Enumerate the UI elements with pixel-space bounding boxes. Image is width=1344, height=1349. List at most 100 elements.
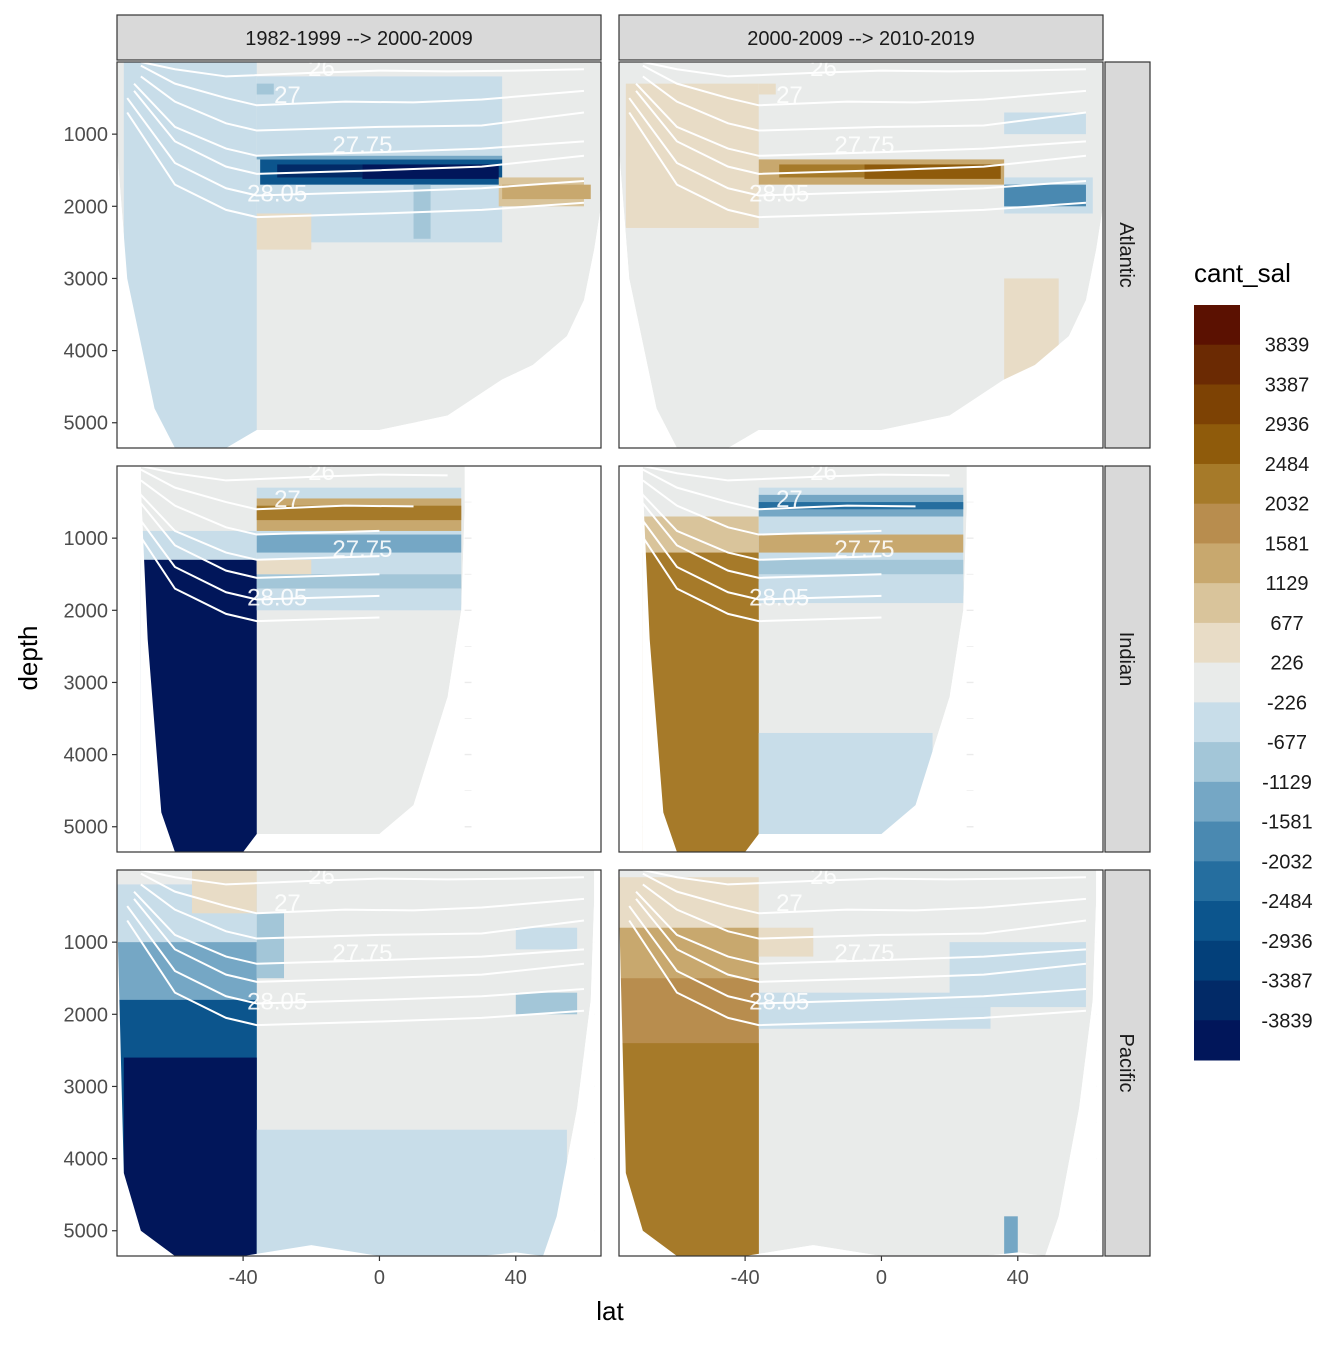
isopycnal-label: 27.75 [834, 536, 894, 563]
isopycnals: 26 27 27.75 28.05 [628, 863, 1087, 1027]
isopycnal-line [133, 494, 380, 579]
panel-pacific-1: 26 27 27.75 28.05 [116, 869, 602, 1257]
legend-swatch [1194, 662, 1240, 703]
isopycnal-label: 26 [810, 863, 837, 890]
isopycnal-label: 28.05 [247, 988, 307, 1015]
isopycnal-line [635, 486, 882, 561]
isopycnal-line [126, 905, 585, 1005]
column-strip-label: 2000-2009 --> 2010-2019 [747, 28, 974, 50]
cant-band [277, 164, 363, 178]
isopycnal-line [140, 75, 585, 132]
panel-pacific-2: 26 27 27.75 28.05 [618, 863, 1104, 1257]
row-strip-label: Indian [1115, 632, 1137, 687]
y-tick-label: 4000 [64, 745, 109, 767]
isopycnal-line [140, 64, 585, 107]
column-strip [116, 14, 602, 61]
isopycnal-line [635, 494, 882, 579]
x-axis-title: lat [596, 1296, 624, 1326]
cant-band [758, 559, 964, 575]
x-tick-label: 40 [1007, 1267, 1029, 1289]
legend-swatch [1194, 742, 1240, 783]
isopycnal-label: 27.75 [332, 536, 392, 563]
isopycnal-line [140, 870, 584, 886]
legend-label: -1129 [1262, 772, 1312, 794]
isopycnal-line [628, 905, 1087, 1005]
row-strip-label: Pacific [1115, 1034, 1137, 1093]
cant-band [256, 913, 285, 979]
legend-label: 677 [1270, 613, 1303, 635]
land-mask [117, 466, 141, 852]
cant-band [256, 213, 312, 250]
seafloor-mask [140, 487, 465, 852]
isopycnal-line [628, 515, 882, 623]
cant-band [779, 164, 865, 178]
land-mask [619, 466, 643, 852]
legend-label: 2032 [1265, 494, 1310, 516]
legend-swatch [1194, 583, 1240, 624]
isopycnal-line [642, 62, 1086, 78]
legend-label: 2936 [1265, 414, 1310, 436]
x-tick-label: 0 [374, 1267, 385, 1289]
isopycnal-line [642, 468, 916, 511]
field [117, 466, 601, 852]
legend-swatch [1194, 781, 1240, 823]
y-tick-label: 4000 [64, 1149, 109, 1171]
isopycnal-line [635, 90, 1087, 175]
cant-band [256, 588, 462, 611]
isopycnal-label: 27.75 [332, 940, 392, 967]
legend-swatch [1194, 344, 1240, 385]
isopycnals: 26 27 27.75 28.05 [628, 466, 950, 623]
cant-band [515, 992, 578, 1015]
cant-band [256, 574, 462, 589]
legend-label: -3387 [1261, 971, 1312, 993]
panels-layer: 26 27 27.75 28.05 26 27 27.75 28.05 26 27 27.75 28.… [116, 55, 1104, 1257]
legend-swatch [1194, 940, 1240, 982]
isopycnal-label: 27.75 [834, 940, 894, 967]
panel-border [618, 869, 1104, 1257]
field [619, 466, 1103, 852]
isopycnal-line [140, 872, 585, 915]
legend-swatch [1194, 861, 1240, 902]
land-mask [973, 466, 1103, 852]
legend-label: -2484 [1261, 891, 1312, 913]
legend-swatch [1194, 503, 1240, 544]
isopycnal-line [133, 90, 585, 175]
isopycnal-line [642, 883, 1087, 940]
legend-swatch [1194, 424, 1240, 465]
y-tick-label: 5000 [64, 817, 109, 839]
panel-border [618, 465, 1104, 853]
seafloor-mask [642, 487, 967, 852]
y-tick-label: 2000 [64, 1004, 109, 1026]
legend-label: -226 [1267, 692, 1307, 714]
column-strip [618, 14, 1104, 61]
cant-band [256, 559, 312, 575]
isopycnals: 26 27 27.75 28.05 [126, 62, 585, 219]
legend-swatch [1194, 463, 1240, 505]
legend-title: cant_sal [1194, 258, 1291, 288]
cant-band [758, 927, 814, 957]
legend-swatch [1194, 543, 1240, 584]
isopycnal-line [635, 82, 1087, 157]
isopycnal-line [635, 898, 1087, 983]
isopycnal-line [133, 82, 585, 157]
legend-label: 2484 [1265, 454, 1310, 476]
row-strip [1104, 869, 1151, 1257]
isopycnals: 26 27 27.75 28.05 [126, 466, 448, 623]
isopycnal-line [642, 872, 1087, 915]
isopycnal-line [642, 75, 1087, 132]
isopycnal-label: 28.05 [247, 180, 307, 207]
isopycnal-line [126, 97, 585, 197]
seafloor-mask [619, 148, 1103, 448]
isopycnal-line [140, 466, 448, 482]
isopycnal-label: 26 [810, 55, 837, 82]
axes-layer: 1000200030004000500010002000300040005000… [64, 124, 1029, 1289]
cant-band [619, 1043, 759, 1256]
cant-band [1004, 184, 1086, 207]
cant-band [758, 534, 964, 553]
isopycnal-line [642, 64, 1087, 107]
isopycnal-label: 28.05 [749, 584, 809, 611]
legend-swatch [1194, 384, 1240, 425]
cant-band [515, 927, 578, 950]
